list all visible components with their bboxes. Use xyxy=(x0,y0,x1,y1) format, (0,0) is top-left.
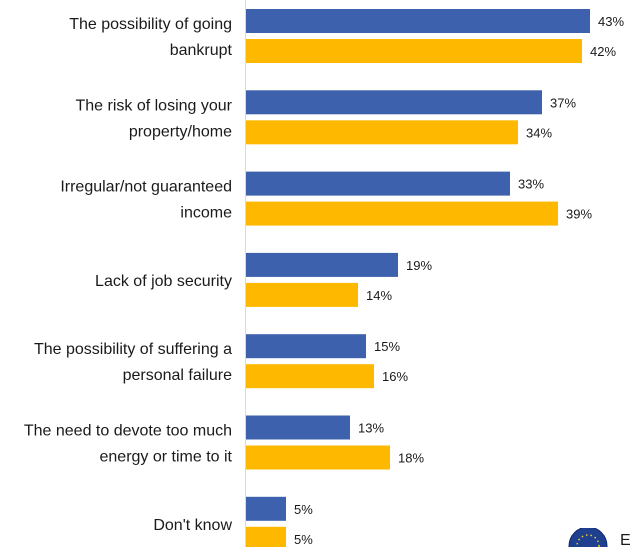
bars-group xyxy=(246,9,590,547)
value-label-2-series-1: 37% xyxy=(550,95,576,110)
value-label-1-series-1: 43% xyxy=(598,14,624,29)
value-label-7-series-1: 5% xyxy=(294,502,313,517)
category-label-2: The risk of losing your property/home xyxy=(75,97,232,140)
bar-3-series-1 xyxy=(246,171,510,196)
value-label-4-series-2: 14% xyxy=(366,288,392,303)
category-label-5: The possibility of suffering a personal f… xyxy=(34,341,232,384)
category-label-1: The possibility of going bankrupt xyxy=(69,16,232,59)
value-label-3-series-1: 33% xyxy=(518,177,544,192)
value-label-6-series-2: 18% xyxy=(398,451,424,466)
value-label-5-series-2: 16% xyxy=(382,369,408,384)
bar-7-series-1 xyxy=(246,496,286,521)
value-label-1-series-2: 42% xyxy=(590,44,616,59)
bar-7-series-2 xyxy=(246,526,286,547)
legend: E xyxy=(568,528,631,547)
legend-partial-text: E xyxy=(620,532,631,547)
bar-1-series-2 xyxy=(246,39,582,63)
value-label-3-series-2: 39% xyxy=(566,207,592,222)
value-labels: 43% 42% 37% 34% 33% 39% 19% 14% 15% 16% 13% 18% 5% 5% xyxy=(294,14,624,547)
value-label-7-series-2: 5% xyxy=(294,532,313,547)
category-label-7: Don't know xyxy=(153,517,232,534)
bar-6-series-1 xyxy=(246,415,350,440)
bar-4-series-1 xyxy=(246,252,398,277)
bar-2-series-1 xyxy=(246,90,542,115)
category-label-4: Lack of job security xyxy=(95,273,232,290)
bar-5-series-2 xyxy=(246,364,374,389)
bar-6-series-2 xyxy=(246,445,390,470)
value-label-5-series-1: 15% xyxy=(374,339,400,354)
bar-5-series-1 xyxy=(246,334,366,359)
eu-flag-icon xyxy=(568,528,608,547)
bar-3-series-2 xyxy=(246,201,558,226)
value-label-6-series-1: 13% xyxy=(358,421,384,436)
value-label-2-series-2: 34% xyxy=(526,125,552,140)
category-label-6: The need to devote too much energy or tim… xyxy=(24,423,233,466)
category-labels: The possibility of going bankrupt The risk… xyxy=(24,16,233,534)
bar-2-series-2 xyxy=(246,120,518,145)
value-label-4-series-1: 19% xyxy=(406,258,432,273)
bar-4-series-2 xyxy=(246,282,358,307)
bar-1-series-1 xyxy=(246,9,590,33)
category-label-3: Irregular/not guaranteed income xyxy=(60,179,232,222)
